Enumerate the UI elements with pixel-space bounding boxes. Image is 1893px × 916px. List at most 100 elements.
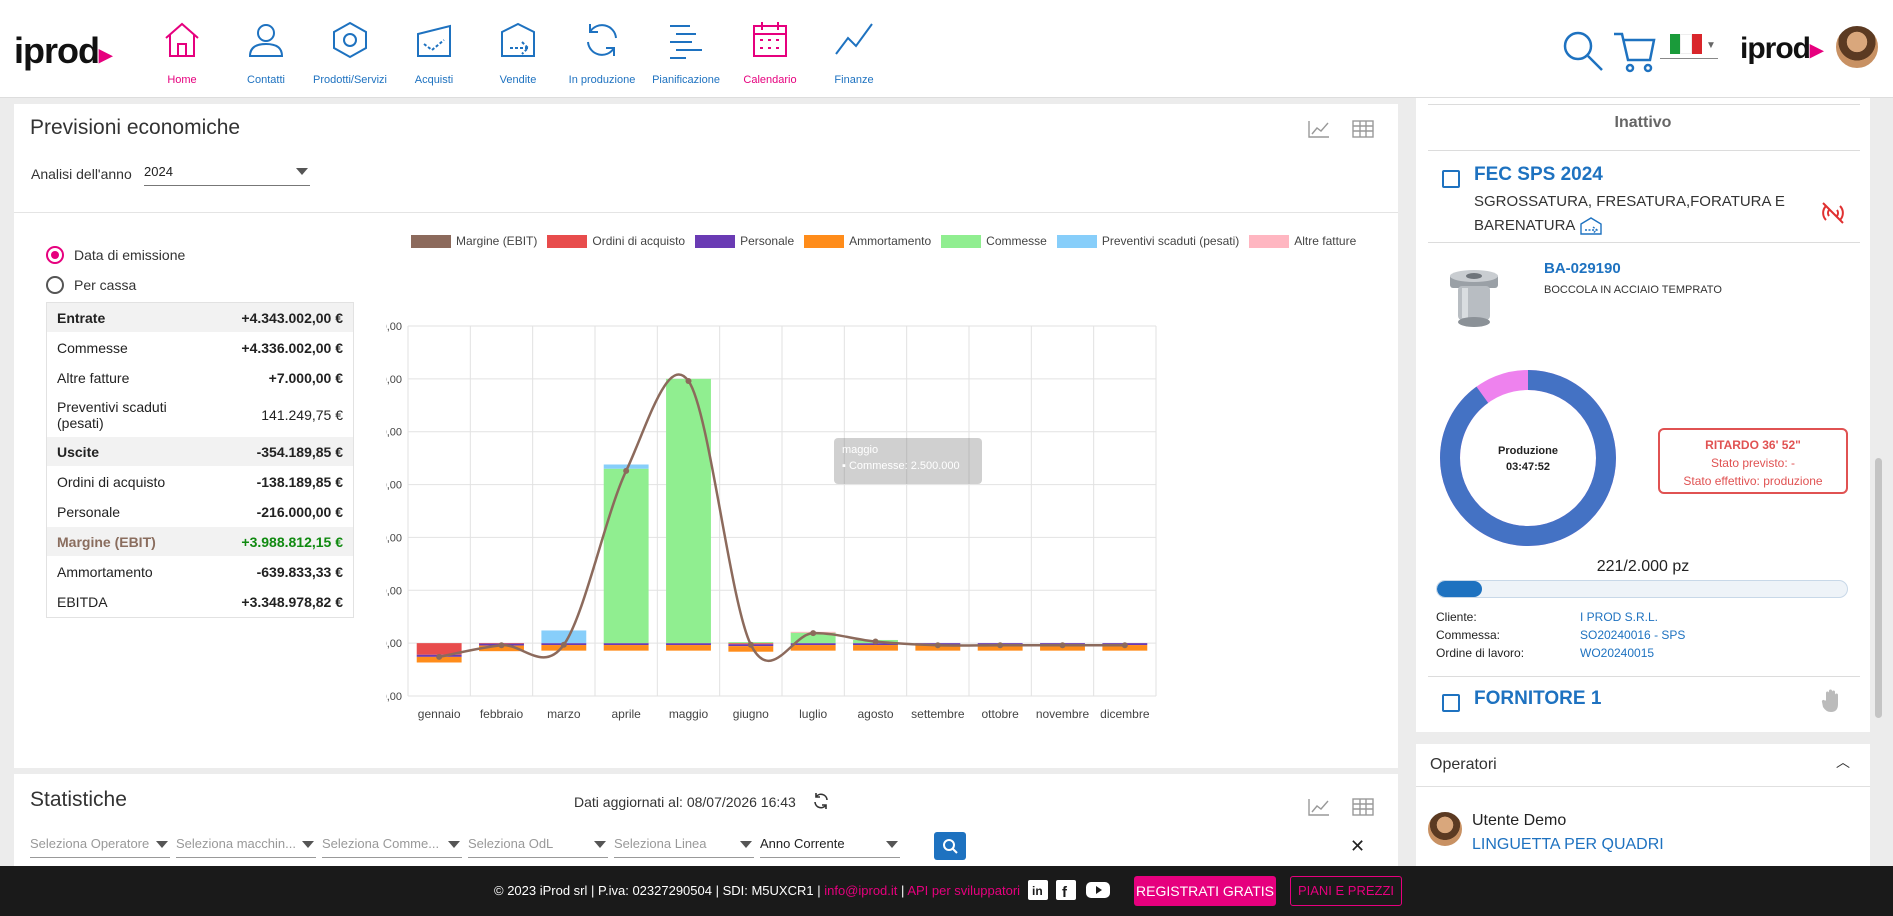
- y-tick-label: 1.500.000,00: [386, 480, 402, 492]
- bar-commesse: [603, 468, 649, 644]
- legend-item[interactable]: Ordini di acquisto: [547, 234, 685, 248]
- language-chevron-down-icon[interactable]: ▼: [1706, 40, 1716, 51]
- divider: [1428, 676, 1860, 677]
- legend-swatch: [411, 234, 451, 248]
- nav-finanze-label: Finanze: [834, 74, 874, 86]
- statistiche-card: Statistiche Dati aggiornati al: 08/07/20…: [14, 774, 1398, 866]
- register-button[interactable]: REGISTRATI GRATIS: [1134, 876, 1276, 906]
- nav-contatti[interactable]: Contatti: [224, 0, 308, 98]
- nav-vendite[interactable]: Vendite: [476, 0, 560, 98]
- legend-item[interactable]: Ammortamento: [804, 234, 931, 248]
- operatori-card: Operatori ︿ Utente Demo LINGUETTA PER QU…: [1416, 744, 1870, 866]
- operator-avatar: [1426, 810, 1464, 848]
- radio-per-cassa[interactable]: Per cassa: [46, 276, 136, 294]
- nav-prodotti[interactable]: Prodotti/Servizi: [308, 0, 392, 98]
- cube-icon: [333, 21, 367, 59]
- bar-ammortamento: [666, 645, 711, 651]
- radio-data-emissione[interactable]: Data di emissione: [46, 246, 185, 264]
- nav-prodotti-label: Prodotti/Servizi: [313, 74, 387, 86]
- table-view-icon[interactable]: [1352, 120, 1374, 138]
- legend-label: Commesse: [986, 234, 1047, 248]
- nav-pianificazione-label: Pianificazione: [652, 74, 720, 86]
- cart-icon[interactable]: [1610, 26, 1658, 74]
- chevron-down-icon: [886, 841, 898, 848]
- filter-periodo[interactable]: Anno Corrente: [760, 836, 900, 858]
- linkedin-icon[interactable]: in: [1028, 880, 1048, 900]
- stat-search-button[interactable]: [934, 832, 966, 860]
- chevron-down-icon: [156, 841, 168, 848]
- pieces-count: 221/2.000 pz: [1596, 558, 1690, 575]
- nav-produzione[interactable]: In produzione: [560, 0, 644, 98]
- part-code[interactable]: BA-029190: [1544, 260, 1621, 277]
- operator-task-link[interactable]: LINGUETTA PER QUADRI: [1472, 836, 1664, 853]
- operator-name: Utente Demo: [1472, 812, 1567, 829]
- x-tick-label: novembre: [1036, 707, 1090, 721]
- x-tick-label: dicembre: [1100, 707, 1150, 721]
- fornitore-checkbox[interactable]: [1442, 694, 1460, 712]
- summary-value: -138.189,85 €: [256, 473, 343, 490]
- italy-flag-icon[interactable]: [1670, 34, 1702, 54]
- legend-swatch: [1249, 234, 1290, 248]
- y-tick-label: 0,00: [386, 638, 402, 650]
- summary-table: Entrate +4.343.002,00 € Commesse +4.336.002…: [46, 302, 354, 618]
- main-nav: Home Contatti Prodotti/Servizi Acquisti …: [140, 0, 896, 98]
- bar-commesse: [666, 378, 711, 644]
- list-icon: [670, 25, 702, 59]
- commessa-link[interactable]: SO20240016 - SPS: [1580, 628, 1686, 642]
- user-avatar[interactable]: [1834, 24, 1880, 70]
- nav-acquisti[interactable]: Acquisti: [392, 0, 476, 98]
- filter-odl[interactable]: Seleziona OdL: [468, 836, 608, 858]
- close-icon[interactable]: ✕: [1350, 836, 1366, 856]
- filter-linea[interactable]: Seleziona Linea: [614, 836, 754, 858]
- legend-item[interactable]: Preventivi scaduti (pesati): [1056, 234, 1239, 248]
- fec-checkbox[interactable]: [1442, 170, 1460, 188]
- chart-view-icon[interactable]: [1308, 798, 1330, 816]
- right-scrollbar[interactable]: [1872, 98, 1884, 732]
- footer-email-link[interactable]: info@iprod.it: [824, 883, 898, 898]
- nav-calendario[interactable]: Calendario: [728, 0, 812, 98]
- x-tick-label: maggio: [669, 707, 709, 721]
- divider: [1428, 104, 1860, 105]
- bar-preventivi-scaduti-pesati-: [603, 464, 649, 469]
- filter-macchina[interactable]: Seleziona macchin...: [176, 836, 316, 858]
- facebook-icon[interactable]: f: [1056, 880, 1076, 900]
- search-icon[interactable]: [1558, 26, 1606, 74]
- youtube-icon[interactable]: [1086, 880, 1110, 900]
- fornitore-title[interactable]: FORNITORE 1: [1474, 688, 1602, 709]
- legend-item[interactable]: Margine (EBIT): [411, 234, 537, 248]
- ebit-point: [1121, 642, 1128, 649]
- ritardo-badge: RITARDO 36' 52" Stato previsto: - Stato …: [1658, 428, 1848, 494]
- nav-pianificazione[interactable]: Pianificazione: [644, 0, 728, 98]
- year-select[interactable]: 2024: [144, 162, 310, 186]
- nav-home[interactable]: Home: [140, 0, 224, 98]
- summary-value: +3.348.978,82 €: [241, 593, 343, 610]
- ordine-link[interactable]: WO20240015: [1580, 646, 1655, 660]
- y-tick-label: 1.000.000,00: [386, 532, 402, 544]
- bar-personale: [790, 643, 836, 646]
- fec-title[interactable]: FEC SPS 2024: [1474, 164, 1603, 185]
- legend-item[interactable]: Commesse: [941, 234, 1047, 248]
- filter-commessa[interactable]: Seleziona Comme...: [322, 836, 462, 858]
- ebit-point: [498, 642, 505, 649]
- refresh-icon[interactable]: [812, 792, 830, 810]
- chevron-down-icon: [302, 841, 314, 848]
- chevron-up-icon[interactable]: ︿: [1836, 754, 1850, 770]
- filter-operatore[interactable]: Seleziona Operatore: [30, 836, 170, 858]
- iprod-logo[interactable]: iprod▸: [14, 30, 112, 71]
- chart-view-icon[interactable]: [1308, 120, 1330, 138]
- y-tick-label: 500.000,00: [386, 585, 402, 597]
- part-image: [1450, 270, 1498, 327]
- table-view-icon[interactable]: [1352, 798, 1374, 816]
- pricing-button[interactable]: PIANI E PREZZI: [1290, 876, 1402, 906]
- footer-api-link[interactable]: API per sviluppatori: [907, 883, 1021, 898]
- summary-value: +4.336.002,00 €: [241, 339, 343, 356]
- legend-item[interactable]: Personale: [695, 234, 794, 248]
- legend-label: Margine (EBIT): [456, 234, 538, 248]
- summary-label: Ordini di acquisto: [57, 473, 166, 490]
- legend-swatch: [941, 234, 982, 248]
- legend-item[interactable]: Altre fatture: [1249, 234, 1356, 248]
- summary-label: Entrate: [57, 309, 106, 326]
- transfer-icon[interactable]: [1579, 216, 1603, 236]
- cliente-link[interactable]: I PROD S.R.L.: [1580, 610, 1659, 624]
- nav-finanze[interactable]: Finanze: [812, 0, 896, 98]
